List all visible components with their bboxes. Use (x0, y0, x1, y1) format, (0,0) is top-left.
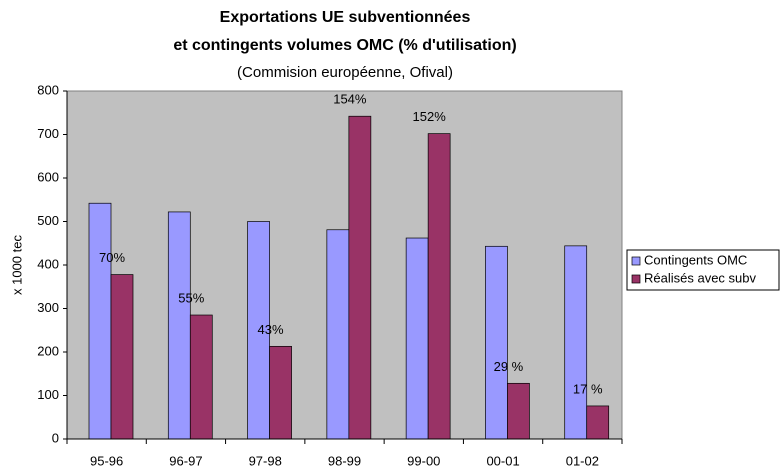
legend-swatch (631, 256, 641, 266)
y-tick-label: 700 (37, 126, 59, 141)
x-tick-label: 97-98 (249, 453, 282, 468)
bar (586, 405, 610, 440)
y-tick-label: 100 (37, 387, 59, 402)
legend-label: Réalisés avec subv (644, 270, 756, 285)
utilisation-label: 43% (258, 322, 284, 337)
y-tick-label: 600 (37, 169, 59, 184)
y-tick-label: 800 (37, 82, 59, 97)
legend-swatch (631, 274, 641, 284)
legend-label: Contingents OMC (644, 252, 747, 267)
x-tick-label: 98-99 (328, 453, 361, 468)
bar (507, 382, 530, 440)
bar (269, 345, 292, 440)
utilisation-label: 17 % (573, 381, 603, 396)
legend-box (626, 249, 780, 291)
x-tick-label: 01-02 (566, 453, 599, 468)
bar (110, 274, 134, 440)
bar (405, 237, 429, 440)
x-tick-label: 00-01 (486, 453, 519, 468)
bar (88, 202, 112, 440)
y-tick-label: 300 (37, 300, 59, 315)
bar (326, 229, 350, 440)
y-tick-label: 400 (37, 256, 59, 271)
bar (427, 133, 451, 440)
utilisation-label: 55% (178, 290, 204, 305)
bar (189, 314, 213, 440)
y-tick-label: 0 (52, 430, 59, 445)
chart-title: Exportations UE subventionnées (220, 9, 471, 26)
bar (485, 245, 508, 440)
utilisation-label: 152% (413, 109, 447, 124)
bar (564, 245, 588, 440)
chart-subtitle: (Commision européenne, Ofival) (237, 64, 453, 81)
utilisation-label: 29 % (494, 359, 524, 374)
x-tick-label: 99-00 (407, 453, 440, 468)
y-tick-label: 500 (37, 213, 59, 228)
bar (167, 211, 191, 440)
x-tick-label: 96-97 (169, 453, 202, 468)
bar (348, 115, 372, 440)
utilisation-label: 154% (333, 92, 367, 107)
y-axis-label: x 1000 tec (9, 235, 24, 295)
utilisation-label: 70% (99, 250, 125, 265)
y-tick-label: 200 (37, 343, 59, 358)
x-tick-label: 95-96 (90, 453, 123, 468)
chart-title: et contingents volumes OMC (% d'utilisat… (173, 37, 516, 54)
